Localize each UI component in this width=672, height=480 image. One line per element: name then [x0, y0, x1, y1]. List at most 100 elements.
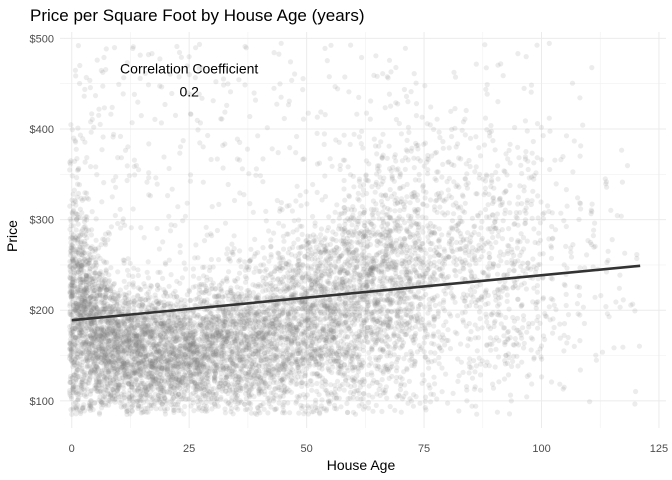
scatter-point [260, 401, 266, 407]
scatter-point [130, 206, 136, 212]
scatter-point [100, 306, 106, 312]
scatter-point [203, 406, 209, 412]
scatter-point [142, 347, 148, 353]
scatter-point [69, 230, 75, 236]
scatter-point [152, 359, 158, 365]
scatter-point [80, 277, 86, 283]
scatter-point [78, 328, 84, 335]
scatter-point [75, 295, 81, 302]
scatter-point [138, 410, 144, 416]
scatter-point [81, 93, 87, 99]
scatter-point [162, 101, 168, 108]
scatter-point [137, 342, 143, 348]
scatter-point [164, 406, 171, 412]
scatter-point [76, 264, 82, 270]
scatter-point [80, 279, 86, 285]
scatter-point [69, 288, 75, 294]
scatter-point [71, 292, 78, 299]
scatter-point [69, 346, 75, 352]
scatter-point [88, 232, 94, 238]
scatter-point [213, 335, 220, 341]
scatter-point [167, 228, 174, 234]
scatter-point [68, 248, 74, 254]
scatter-point [166, 283, 172, 289]
scatter-point [125, 144, 131, 150]
scatter-point [145, 259, 151, 265]
scatter-point [152, 292, 158, 298]
scatter-point [96, 112, 102, 118]
scatter-point [147, 193, 153, 199]
scatter-point [252, 97, 259, 103]
scatter-point [156, 246, 162, 252]
scatter-point [116, 81, 122, 87]
scatter-point [260, 245, 266, 251]
scatter-point [75, 236, 81, 243]
scatter-point [105, 237, 111, 243]
scatter-point [266, 228, 272, 234]
scatter-point [72, 234, 79, 240]
scatter-point [124, 177, 130, 184]
scatter-point [74, 363, 80, 369]
scatter-point [70, 360, 77, 366]
scatter-point [69, 358, 75, 364]
scatter-point [80, 340, 86, 346]
scatter-point [72, 285, 78, 291]
scatter-point [67, 376, 73, 382]
scatter-point [190, 266, 196, 272]
scatter-point [75, 262, 81, 268]
scatter-point [251, 326, 257, 332]
scatter-point [152, 333, 158, 339]
scatter-point [214, 156, 220, 162]
scatter-point [72, 263, 78, 269]
scatter-point [74, 351, 80, 357]
scatter-point [67, 341, 73, 347]
scatter-point [95, 245, 102, 251]
scatter-point [71, 379, 77, 385]
scatter-point [79, 335, 85, 341]
scatter-point [75, 232, 81, 239]
scatter-point [75, 322, 81, 328]
scatter-point [261, 255, 268, 261]
scatter-point [80, 333, 86, 339]
scatter-point [82, 86, 88, 92]
scatter-point [237, 139, 243, 145]
scatter-point [70, 257, 76, 263]
scatter-point [75, 402, 81, 409]
scatter-point [79, 379, 85, 385]
scatter-point [210, 264, 216, 270]
scatter-point [70, 328, 76, 334]
scatter-point [71, 283, 77, 289]
scatter-point [105, 345, 111, 351]
scatter-point [74, 310, 80, 316]
scatter-point [82, 295, 88, 301]
scatter-point [204, 333, 210, 339]
scatter-point [182, 266, 189, 272]
scatter-point [187, 172, 194, 178]
scatter-point [222, 380, 228, 386]
scatter-point [195, 127, 201, 133]
scatter-point [199, 95, 205, 101]
scatter-point [76, 247, 82, 253]
scatter-point [145, 275, 151, 281]
scatter-point [70, 277, 76, 283]
scatter-point [172, 222, 178, 229]
scatter-point [70, 326, 76, 332]
scatter-point [75, 269, 81, 275]
scatter-point [99, 147, 105, 153]
scatter-point [69, 211, 76, 217]
scatter-point [80, 376, 86, 383]
scatter-point [171, 385, 177, 391]
scatter-point [69, 289, 75, 295]
scatter-point [137, 393, 143, 399]
scatter-point [68, 330, 74, 336]
scatter-point [76, 257, 82, 264]
scatter-point [118, 155, 124, 161]
scatter-point [90, 407, 96, 413]
scatter-point [68, 379, 74, 385]
scatter-point [74, 366, 80, 372]
scatter-point [69, 197, 75, 203]
scatter-point [69, 296, 75, 302]
scatter-point [242, 407, 248, 413]
scatter-point [75, 347, 81, 353]
scatter-point [177, 280, 183, 286]
